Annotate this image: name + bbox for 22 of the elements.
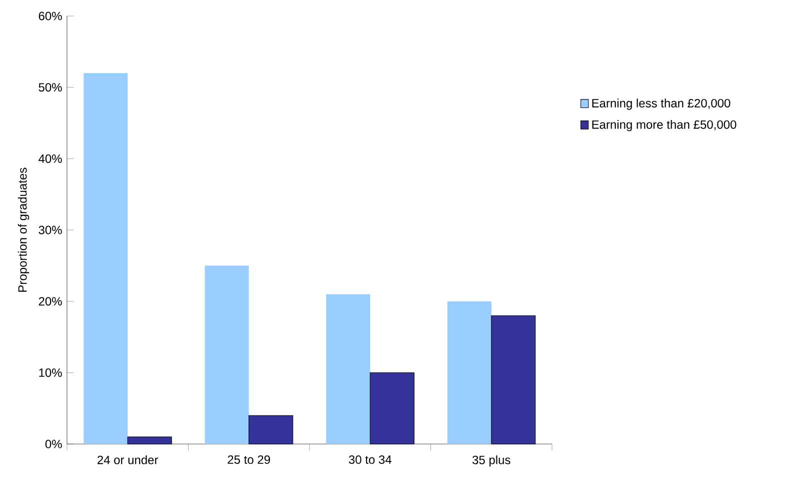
bar (204, 266, 249, 444)
y-tick-label: 60% (38, 12, 62, 20)
y-tick-label: 20% (38, 297, 62, 306)
y-tick-label: 30% (38, 226, 62, 234)
y-tick-label: 50% (38, 83, 62, 92)
x-tick-label: 35 plus (472, 455, 510, 467)
y-tick-label: 40% (38, 154, 62, 163)
bar (127, 436, 172, 444)
bar (326, 294, 370, 444)
y-tick-label: 10% (39, 368, 62, 377)
x-tick-label: 25 to 29 (228, 455, 270, 464)
bar (84, 73, 128, 444)
y-axis-title: Proportion of graduates (18, 168, 30, 292)
bar (491, 315, 536, 444)
y-tick-label: 0% (45, 440, 62, 448)
x-tick-label: 24 or under (98, 455, 158, 464)
legend-label: Earning less than £20,000 (592, 98, 730, 110)
bar (248, 415, 294, 444)
x-tick-label: 30 to 34 (348, 455, 392, 464)
legend-label: Earning more than £50,000 (592, 120, 736, 132)
bar (370, 372, 414, 444)
bar (447, 301, 492, 444)
